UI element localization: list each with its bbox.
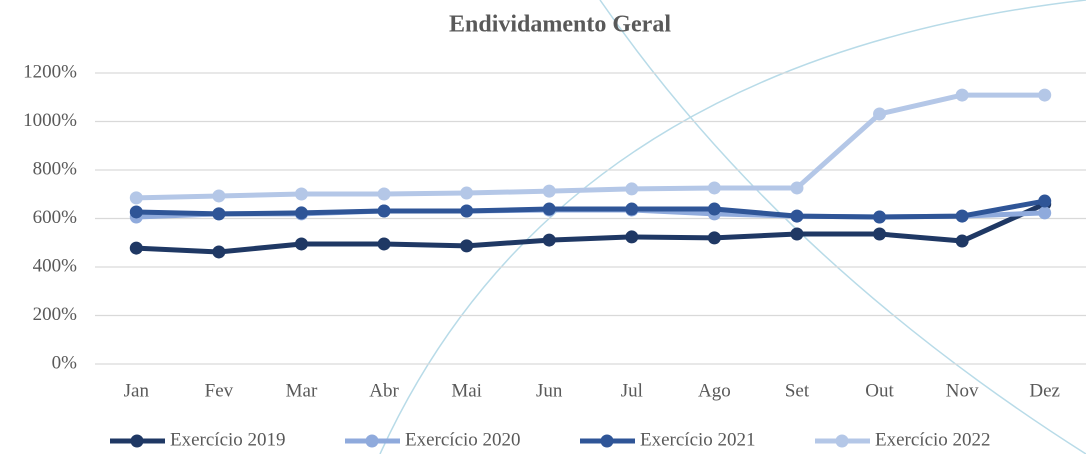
point (542, 233, 556, 247)
y-tick-label: 800% (33, 158, 78, 179)
legend-swatch (365, 434, 379, 448)
legend-swatch (600, 434, 614, 448)
point (542, 184, 556, 198)
y-tick-label: 0% (52, 352, 78, 373)
point (1038, 194, 1052, 208)
y-tick-label: 600% (33, 207, 78, 228)
x-tick-label: Jan (124, 380, 150, 401)
point (129, 241, 143, 255)
x-tick-label: Jun (536, 380, 563, 401)
point (294, 187, 308, 201)
point (625, 182, 639, 196)
decor-arc (599, 0, 1086, 454)
point (1038, 206, 1052, 220)
point (542, 202, 556, 216)
y-tick-label: 1200% (23, 61, 77, 82)
series-line (136, 92, 1045, 201)
legend-swatch (130, 434, 144, 448)
y-tick-label: 200% (33, 304, 78, 325)
point (460, 186, 474, 200)
x-tick-label: Ago (698, 380, 731, 401)
point (1038, 88, 1052, 102)
point (625, 230, 639, 244)
x-tick-label: Mar (286, 380, 318, 401)
x-tick-label: Fev (205, 380, 234, 401)
point (377, 187, 391, 201)
point (212, 207, 226, 221)
x-tick-label: Abr (369, 380, 399, 401)
x-tick-label: Nov (946, 380, 979, 401)
point (790, 181, 804, 195)
point (790, 209, 804, 223)
point (129, 205, 143, 219)
point (873, 227, 887, 241)
x-tick-label: Jul (621, 380, 643, 401)
point (955, 88, 969, 102)
point (707, 202, 721, 216)
point (212, 245, 226, 259)
point (707, 231, 721, 245)
legend-swatch (835, 434, 849, 448)
point (955, 209, 969, 223)
chart-title: Endividamento Geral (449, 12, 671, 38)
legend-label: Exercício 2020 (405, 429, 521, 450)
y-tick-label: 400% (33, 255, 78, 276)
point (873, 210, 887, 224)
x-tick-label: Set (785, 380, 810, 401)
point (873, 107, 887, 121)
y-tick-label: 1000% (23, 110, 77, 131)
point (707, 181, 721, 195)
point (377, 204, 391, 218)
legend-label: Exercício 2022 (875, 429, 991, 450)
point (377, 237, 391, 251)
x-tick-label: Dez (1029, 380, 1060, 401)
point (955, 234, 969, 248)
decor-arc (379, 0, 1086, 454)
point (460, 204, 474, 218)
x-tick-label: Out (865, 380, 894, 401)
point (129, 191, 143, 205)
x-tick-label: Mai (451, 380, 482, 401)
point (460, 239, 474, 253)
point (294, 237, 308, 251)
series-line (136, 198, 1046, 220)
legend-label: Exercício 2021 (640, 429, 756, 450)
point (212, 189, 226, 203)
legend-label: Exercício 2019 (170, 429, 286, 450)
point (790, 227, 804, 241)
point (625, 202, 639, 216)
series-line (136, 201, 1046, 255)
point (294, 206, 308, 220)
